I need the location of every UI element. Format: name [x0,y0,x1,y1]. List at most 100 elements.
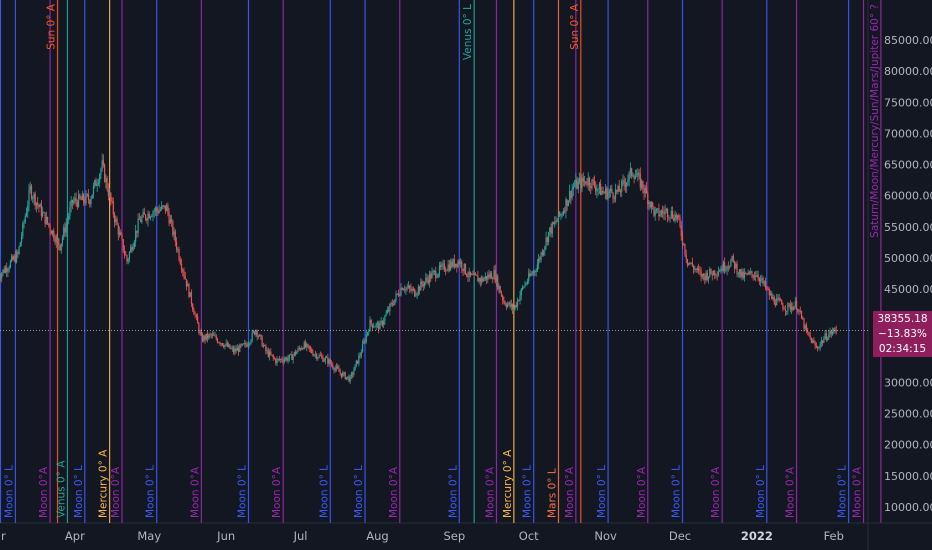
candle-body [189,292,191,297]
candle-body [339,371,341,374]
aspect-label: Moon 0° L [755,465,767,518]
candle-body [680,225,682,237]
candle-body [764,281,767,288]
candle-body [611,188,613,193]
candle-body [338,368,340,372]
candle-body [812,340,814,344]
candle-body [673,217,675,221]
candle-body [493,269,495,279]
candle-body [461,261,463,270]
x-tick-label: Dec [669,529,691,543]
candle-body [562,211,565,215]
candle-body [91,194,93,199]
candle-body [742,271,744,278]
candle-body [766,287,768,289]
candle-body [653,206,655,216]
candle-body [495,276,498,282]
candle-body [802,318,804,320]
candle-body [743,273,746,278]
candle-body [242,343,245,345]
aspect-label: Moon 0°A [710,466,722,518]
candle-body [753,276,755,278]
candle-body [373,326,375,328]
candle-body [344,372,346,380]
candle-body [193,309,195,315]
y-tick-label: 25000.00 [884,408,932,421]
candle-body [28,189,30,206]
candle-body [264,345,266,347]
candle-body [417,286,419,294]
candle-body [318,355,320,358]
candle-body [676,215,679,219]
candle-body [171,219,173,222]
candle-body [431,272,433,279]
candle-body [565,199,567,213]
candle-body [187,283,189,287]
candle-body [173,231,175,235]
candle-body [281,359,283,361]
candle-body [712,270,715,276]
candle-body [376,323,379,324]
aspect-label: Moon 0° L [596,465,608,518]
candle-body [773,296,775,304]
candle-body [724,262,726,271]
candle-body [595,186,597,192]
candle-body [299,348,302,350]
candle-body [721,268,723,271]
candle-body [402,289,405,291]
countdown-label: 02:34:15 [873,341,932,357]
candle-body [663,212,665,215]
candle-body [533,270,535,274]
candle-body [252,331,255,333]
candle-body [13,255,15,260]
candle-body [698,268,700,270]
candle-body [53,230,55,239]
candle-body [328,359,330,364]
candle-body [683,243,685,245]
price-scale-area[interactable] [868,0,932,550]
candle-body [606,188,608,199]
candle-body [45,216,47,224]
candle-body [701,273,703,278]
candle-body [206,333,209,339]
candle-body [255,330,257,335]
candle-body [784,309,786,312]
x-tick-label: 2022 [741,529,773,543]
candle-body [391,303,393,305]
candle-body [61,237,64,244]
candle-body [266,350,268,352]
candle-body [92,185,95,195]
candle-body [607,192,609,199]
candle-body [642,180,644,189]
aspect-label: Moon 0° L [837,465,849,518]
candle-body [69,207,71,217]
candle-body [247,344,250,347]
candle-body [50,230,52,235]
candle-body [316,354,318,359]
candle-body [136,230,138,233]
aspect-label: Moon 0°A [564,466,576,518]
candle-body [369,319,371,332]
candle-body [731,255,733,261]
candle-body [157,210,159,214]
candle-body [828,334,830,339]
y-tick-label: 15000.00 [884,470,932,483]
x-tick-label: Apr [65,529,85,543]
candle-body [311,349,313,353]
candle-body [366,332,369,335]
candle-body [179,259,181,264]
candle-body [354,364,356,371]
candle-body [326,357,328,359]
candle-body [492,278,494,280]
candle-body [468,271,470,277]
candle-body [213,334,215,336]
candle-body [727,266,729,268]
candle-body [768,289,770,296]
candle-body [664,210,666,215]
x-tick-label: ar [0,529,6,543]
candle-body [638,172,640,174]
candle-body [420,281,422,291]
candle-body [259,334,261,337]
